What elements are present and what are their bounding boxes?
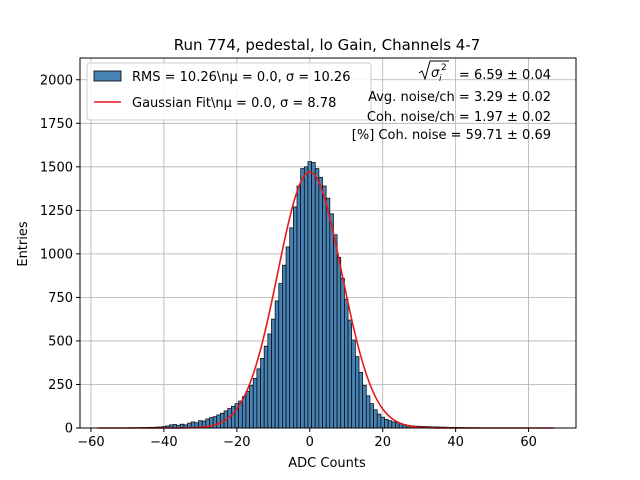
- y-tick-label: 1250: [40, 204, 73, 219]
- plot-frame: [79, 57, 577, 429]
- svg-text:σ: σ: [431, 66, 440, 81]
- coh-noise-annotation: Coh. noise/ch = 1.97 ± 0.02: [367, 110, 551, 125]
- x-tick-label: −60: [77, 435, 104, 450]
- histogram-bar: [252, 378, 258, 429]
- chart-title: Run 774, pedestal, lo Gain, Channels 4-7: [174, 36, 481, 54]
- total-noise-annotation: σ i 2 = 6.59 ± 0.04: [418, 60, 551, 84]
- histogram-bar: [314, 168, 320, 429]
- histogram-bar: [351, 339, 356, 429]
- histogram-bar: [307, 161, 312, 429]
- y-tick-label: 500: [48, 334, 73, 349]
- histogram-bar: [256, 368, 261, 429]
- histogram-bar: [333, 234, 338, 429]
- histogram-bar: [311, 162, 316, 429]
- x-tick-label: −40: [150, 435, 177, 450]
- x-tick-label: −20: [223, 435, 250, 450]
- histogram-bar: [285, 246, 291, 429]
- noise-annotations: σ i 2 = 6.59 ± 0.04 Avg. noise/ch = 3.29…: [352, 60, 551, 143]
- avg-noise-annotation: Avg. noise/ch = 3.29 ± 0.02: [368, 90, 551, 105]
- histogram-bar: [365, 395, 371, 429]
- coh-percent-annotation: [%] Coh. noise = 59.71 ± 0.69: [352, 128, 551, 143]
- histogram-bar: [289, 227, 294, 429]
- histogram-bar: [318, 176, 323, 429]
- x-axis-label: ADC Counts: [288, 456, 366, 471]
- y-axis-label: Entries: [16, 221, 31, 267]
- y-tick-label: 750: [48, 291, 73, 306]
- total-noise-value: = 6.59 ± 0.04: [459, 68, 551, 83]
- histogram-bar: [296, 185, 301, 429]
- y-tick-label: 1500: [40, 160, 73, 175]
- legend-label-fit: Gaussian Fit\nμ = 0.0, σ = 8.78: [132, 96, 336, 111]
- y-tick-label: 1750: [40, 117, 73, 132]
- histogram-bar: [336, 257, 342, 429]
- histogram-bar: [380, 416, 385, 429]
- histogram-bar: [274, 300, 280, 429]
- legend-swatch-histogram: [93, 70, 122, 82]
- legend: RMS = 10.26\nμ = 0.0, σ = 10.26 Gaussian…: [86, 62, 372, 121]
- x-tick-label: 20: [374, 435, 391, 450]
- histogram-bars: [96, 161, 553, 429]
- histogram-bar: [267, 333, 272, 429]
- histogram-bar: [260, 358, 265, 429]
- histogram-bar: [212, 416, 218, 429]
- histogram-bar: [340, 277, 345, 429]
- histogram-bar: [355, 356, 360, 429]
- y-tick-label: 250: [48, 378, 73, 393]
- histogram-bar: [293, 206, 298, 429]
- y-tick-label: 0: [65, 422, 73, 437]
- histogram-bar: [362, 384, 367, 429]
- histogram-bar: [245, 391, 250, 429]
- x-tick-label: 0: [306, 435, 314, 450]
- histogram-bar: [369, 403, 374, 429]
- histogram-bar: [278, 283, 283, 429]
- histogram-bar: [322, 185, 327, 429]
- x-tick-label: 60: [520, 435, 537, 450]
- histogram-bar: [387, 420, 393, 429]
- histogram-bar: [347, 319, 353, 429]
- histogram-bar: [249, 384, 254, 429]
- y-tick-label: 1000: [40, 247, 73, 262]
- histogram-bar: [358, 371, 363, 429]
- histogram-bar: [325, 197, 331, 429]
- svg-text:i: i: [439, 74, 442, 84]
- histogram-bar: [216, 414, 221, 429]
- histogram-bar: [271, 318, 276, 429]
- histogram-bar: [373, 409, 378, 429]
- histogram-bar: [391, 421, 396, 429]
- x-tick-label: 40: [447, 435, 464, 450]
- histogram-bar: [384, 418, 389, 429]
- histogram-bar: [344, 298, 349, 429]
- svg-text:2: 2: [441, 63, 447, 73]
- plot-area: −60 −40 −20 0 20 40 60 0 250 500 750 1000 1250 1500 1…: [40, 57, 577, 450]
- legend-label-histogram: RMS = 10.26\nμ = 0.0, σ = 10.26: [132, 70, 350, 85]
- histogram-bar: [282, 264, 287, 429]
- legend-box: [86, 62, 372, 121]
- histogram-bar: [263, 345, 269, 429]
- y-tick-label: 2000: [40, 73, 73, 88]
- x-axis-ticks: −60 −40 −20 0 20 40 60: [77, 428, 537, 450]
- sqrt-sigma-symbol: σ i 2: [418, 60, 449, 84]
- histogram-bar: [300, 168, 305, 429]
- y-axis-ticks: 0 250 500 750 1000 1250 1500 1750 2000: [40, 73, 80, 437]
- histogram-bar: [329, 213, 334, 429]
- histogram-bar: [395, 422, 400, 429]
- histogram-bar: [376, 413, 382, 429]
- histogram-bar: [303, 166, 309, 429]
- histogram-bar: [241, 396, 247, 429]
- histogram-bar: [231, 405, 236, 429]
